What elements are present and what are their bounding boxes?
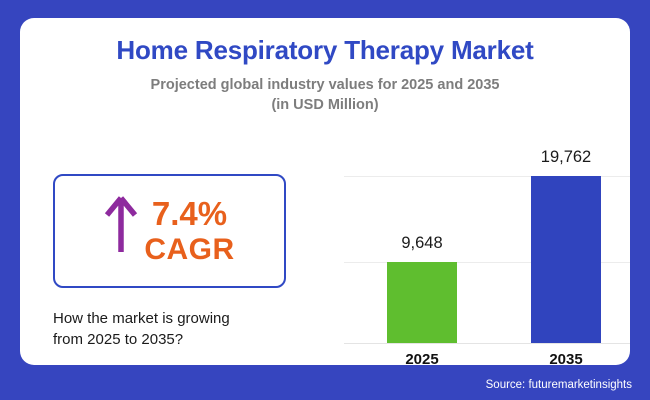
bar-value-2035: 19,762	[540, 148, 592, 166]
page-subtitle: Projected global industry values for 202…	[75, 75, 575, 115]
subtitle-line-1: Projected global industry values for 202…	[150, 77, 500, 93]
cagr-callout-box: 7.4% CAGR	[53, 174, 286, 288]
chart-baseline	[344, 343, 630, 344]
bar-2035	[531, 176, 601, 343]
bar-2025	[387, 262, 457, 343]
cagr-text-group: 7.4% CAGR	[144, 194, 235, 267]
subtitle-line-2: (in USD Million)	[271, 97, 379, 113]
growth-caption-line-1: How the market is growing	[53, 310, 230, 327]
bar-chart: 19,762 9,648 2025 2035	[330, 138, 630, 368]
arrow-up-icon	[105, 196, 138, 252]
growth-caption: How the market is growing from 2025 to 2…	[53, 308, 323, 350]
cagr-value: 7.4%	[151, 194, 228, 232]
x-tick-label-2035: 2035	[549, 351, 583, 368]
bar-value-2025: 9,648	[401, 234, 443, 252]
cagr-callout-content: 7.4% CAGR	[55, 176, 284, 286]
gridline-upper	[344, 176, 630, 177]
source-attribution: Source: futuremarketinsights	[485, 379, 632, 391]
cagr-label: CAGR	[144, 232, 235, 266]
growth-caption-line-2: from 2025 to 2035?	[53, 331, 184, 348]
x-tick-label-2025: 2025	[405, 351, 439, 368]
gridline-middle	[344, 262, 630, 263]
page-title: Home Respiratory Therapy Market	[116, 35, 534, 65]
content-card: Home Respiratory Therapy Market Projecte…	[20, 18, 630, 368]
